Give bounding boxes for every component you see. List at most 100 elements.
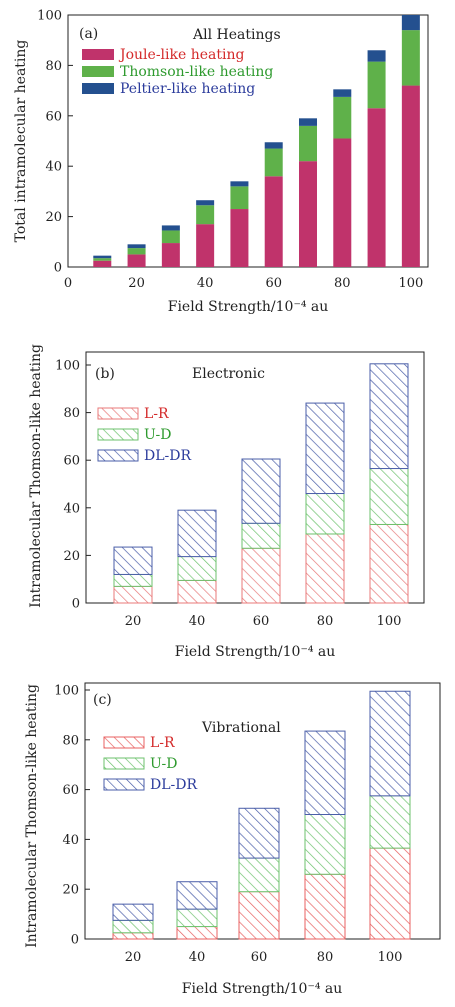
y-tick-label: 40 (45, 160, 62, 175)
y-tick-label: 60 (63, 454, 80, 469)
legend-label-u-d: U-D (150, 756, 178, 772)
y-tick-label: 60 (45, 109, 62, 124)
bar-joule-like-heating-4 (230, 209, 249, 267)
bar-dl-dr-3 (304, 730, 346, 816)
bar-u-d-0 (113, 573, 153, 587)
bar-dl-dr-2 (238, 807, 280, 859)
x-axis-title: Field Strength/10⁻⁴ au (182, 981, 343, 997)
bar-u-d-3 (304, 814, 346, 875)
y-tick-label: 60 (62, 783, 79, 798)
bar-u-d-4 (369, 468, 409, 525)
x-tick-label: 40 (197, 276, 214, 291)
bar-u-d-0 (112, 919, 154, 934)
legend-swatch-l-r (97, 407, 139, 420)
axes-c: 0 20 40 60 80 100 20 40 60 80 100 (54, 684, 402, 966)
bar-thomson-like-heating-7 (333, 96, 352, 139)
bar-u-d-3 (305, 493, 345, 535)
bar-u-d-1 (177, 556, 217, 581)
panel-label: (a) (79, 26, 98, 42)
y-axis-title: Intramolecular Thomson-like heating (28, 344, 44, 608)
x-tick-label: 60 (265, 276, 282, 291)
y-tick-label: 20 (63, 549, 80, 564)
bar-peltier-like-heating-5 (264, 142, 283, 149)
chart-title: All Heatings (192, 27, 281, 43)
chart-title: Vibrational (201, 720, 281, 736)
y-tick-label: 100 (37, 9, 62, 24)
legend-swatch-u-d (103, 757, 145, 770)
bar-dl-dr-1 (176, 881, 218, 910)
panel-label: (b) (95, 366, 115, 382)
bar-peltier-like-heating-4 (230, 181, 249, 187)
y-tick-label: 100 (54, 684, 79, 699)
panel-label: (c) (93, 692, 112, 708)
y-axis-title: Intramolecular Thomson-like heating (24, 684, 40, 948)
chart-panel-a: 0 20 40 60 80 100 0 20 40 60 80 100 (a) All Heating… (13, 9, 429, 315)
x-tick-label: 100 (377, 614, 402, 629)
bar-peltier-like-heating-3 (196, 200, 215, 206)
bar-l-r-2 (241, 547, 281, 604)
bar-joule-like-heating-7 (333, 138, 352, 267)
bar-peltier-like-heating-1 (127, 244, 146, 249)
chart-title: Electronic (192, 366, 265, 382)
bar-joule-like-heating-3 (196, 224, 215, 267)
legend-swatch-dl-dr (103, 778, 145, 791)
x-tick-label: 60 (253, 614, 270, 629)
y-tick-label: 0 (71, 933, 79, 948)
bar-thomson-like-heating-6 (299, 125, 317, 162)
y-tick-label: 80 (45, 59, 62, 74)
bar-l-r-3 (305, 533, 345, 604)
x-tick-label: 100 (378, 950, 403, 965)
bar-peltier-like-heating-8 (367, 50, 386, 62)
bar-peltier-like-heating-0 (93, 255, 112, 259)
x-tick-label: 20 (125, 614, 142, 629)
bar-l-r-3 (304, 873, 346, 940)
bars-a (93, 15, 420, 268)
bar-dl-dr-0 (112, 903, 154, 921)
bar-peltier-like-heating-2 (161, 225, 180, 231)
x-tick-label: 20 (125, 950, 142, 965)
bar-dl-dr-3 (305, 402, 345, 495)
bar-dl-dr-2 (241, 458, 281, 524)
y-tick-label: 0 (54, 261, 62, 276)
bar-l-r-0 (112, 932, 154, 940)
bar-u-d-2 (238, 857, 280, 893)
y-tick-label: 0 (72, 597, 80, 612)
bar-joule-like-heating-6 (299, 161, 317, 267)
bar-dl-dr-4 (369, 690, 411, 797)
bar-joule-like-heating-8 (367, 108, 386, 268)
bar-thomson-like-heating-3 (196, 205, 215, 225)
bar-l-r-1 (177, 579, 217, 604)
legend-swatch-u-d (97, 428, 139, 441)
legend-c: L-R U-D DL-DR (103, 735, 197, 793)
x-tick-label: 80 (317, 614, 334, 629)
legend-label-u-d: U-D (144, 427, 172, 443)
bar-thomson-like-heating-8 (367, 61, 386, 109)
bar-joule-like-heating-0 (93, 260, 112, 267)
bars-b (113, 363, 409, 604)
legend-swatch-thomson-like-heating (82, 66, 114, 77)
bar-u-d-2 (241, 522, 281, 549)
x-tick-label: 80 (334, 276, 351, 291)
legend-label-l-r: L-R (144, 406, 169, 422)
bar-l-r-1 (176, 926, 218, 940)
bar-joule-like-heating-9 (401, 85, 420, 267)
chart-panel-b: 0 20 40 60 80 100 20 40 60 80 100 (b) Electronic L… (28, 344, 425, 660)
bar-dl-dr-1 (177, 509, 217, 558)
bar-u-d-1 (176, 908, 218, 928)
x-tick-label: 80 (317, 950, 334, 965)
bar-l-r-0 (113, 585, 153, 604)
y-tick-label: 40 (63, 501, 80, 516)
legend-swatch-joule-like-heating (82, 49, 114, 60)
bar-l-r-4 (369, 847, 411, 940)
y-tick-label: 80 (63, 406, 80, 421)
bar-thomson-like-heating-4 (230, 186, 249, 210)
legend-swatch-l-r (103, 736, 145, 749)
bars-c (112, 690, 411, 940)
bar-joule-like-heating-1 (127, 254, 146, 267)
x-tick-label: 40 (189, 950, 206, 965)
x-axis-title: Field Strength/10⁻⁴ au (175, 644, 336, 660)
legend-swatch-dl-dr (97, 449, 139, 462)
bar-dl-dr-0 (113, 546, 153, 575)
